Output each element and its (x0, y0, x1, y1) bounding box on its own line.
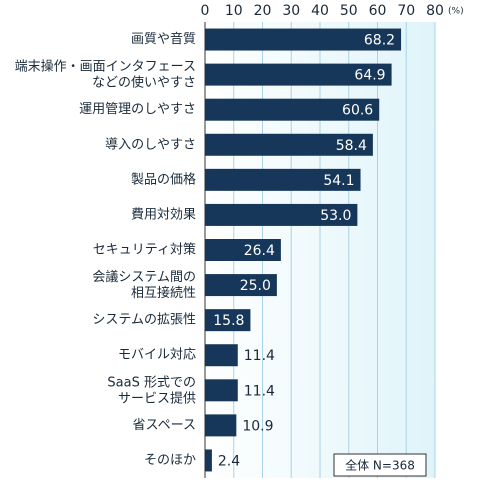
y-tick-label: 運用管理のしやすさ (79, 102, 196, 117)
value-label: 54.1 (323, 173, 354, 189)
bar (205, 309, 251, 332)
value-label: 11.4 (244, 348, 275, 364)
y-tick-label: 省スペース (133, 418, 196, 433)
bar (205, 274, 277, 297)
value-label: 60.6 (342, 103, 373, 119)
x-tick-label: 20 (254, 3, 272, 19)
bar (205, 449, 212, 472)
x-tick-label: 60 (369, 3, 387, 19)
x-tick-label: 30 (282, 3, 300, 19)
bar (205, 344, 238, 367)
y-tick-label: 製品の価格 (131, 171, 196, 187)
x-tick-label: 10 (225, 3, 243, 19)
y-tick-label: 導入のしやすさ (105, 137, 196, 152)
y-tick-label: 費用対効果 (131, 207, 196, 222)
value-label: 53.0 (320, 208, 351, 224)
value-label: 26.4 (244, 243, 275, 259)
x-tick-label: 0 (201, 3, 210, 19)
bar (205, 98, 380, 121)
bar (205, 239, 281, 261)
value-label: 58.4 (336, 138, 367, 154)
bar (205, 379, 238, 402)
y-tick-label: 端末操作・画面インタフェースなどの使いやすさ (15, 58, 196, 90)
value-label: 25.0 (240, 278, 271, 294)
y-tick-label: 会議システム間の相互接続性 (92, 270, 196, 301)
value-label: 2.4 (218, 453, 240, 469)
y-tick-label: SaaS 形式でのサービス提供 (107, 375, 196, 406)
bar (205, 63, 392, 86)
value-label: 11.4 (244, 383, 275, 399)
x-tick-label: 70 (397, 3, 415, 19)
annotation: 全体 N=368 (345, 458, 415, 473)
bar (205, 133, 373, 156)
bar (205, 203, 358, 226)
value-label: 68.2 (364, 33, 395, 49)
x-tick-label: 80 (426, 3, 444, 19)
unit-label: (%) (448, 7, 464, 17)
x-tick-label: 40 (311, 3, 329, 19)
x-tick-label: 50 (340, 3, 358, 19)
value-label: 64.9 (354, 68, 385, 84)
y-tick-label: そのほか (144, 453, 196, 468)
bar (205, 414, 237, 437)
annotation-box (333, 453, 427, 477)
y-tick-label: 画質や音質 (131, 31, 196, 47)
y-tick-label: セキュリティ対策 (93, 242, 196, 258)
value-label: 10.9 (242, 418, 273, 434)
bar (205, 28, 402, 51)
bar (205, 168, 361, 191)
y-tick-label: モバイル対応 (118, 348, 196, 363)
value-label: 15.8 (213, 313, 244, 329)
y-tick-label: システムの拡張性 (92, 313, 196, 328)
